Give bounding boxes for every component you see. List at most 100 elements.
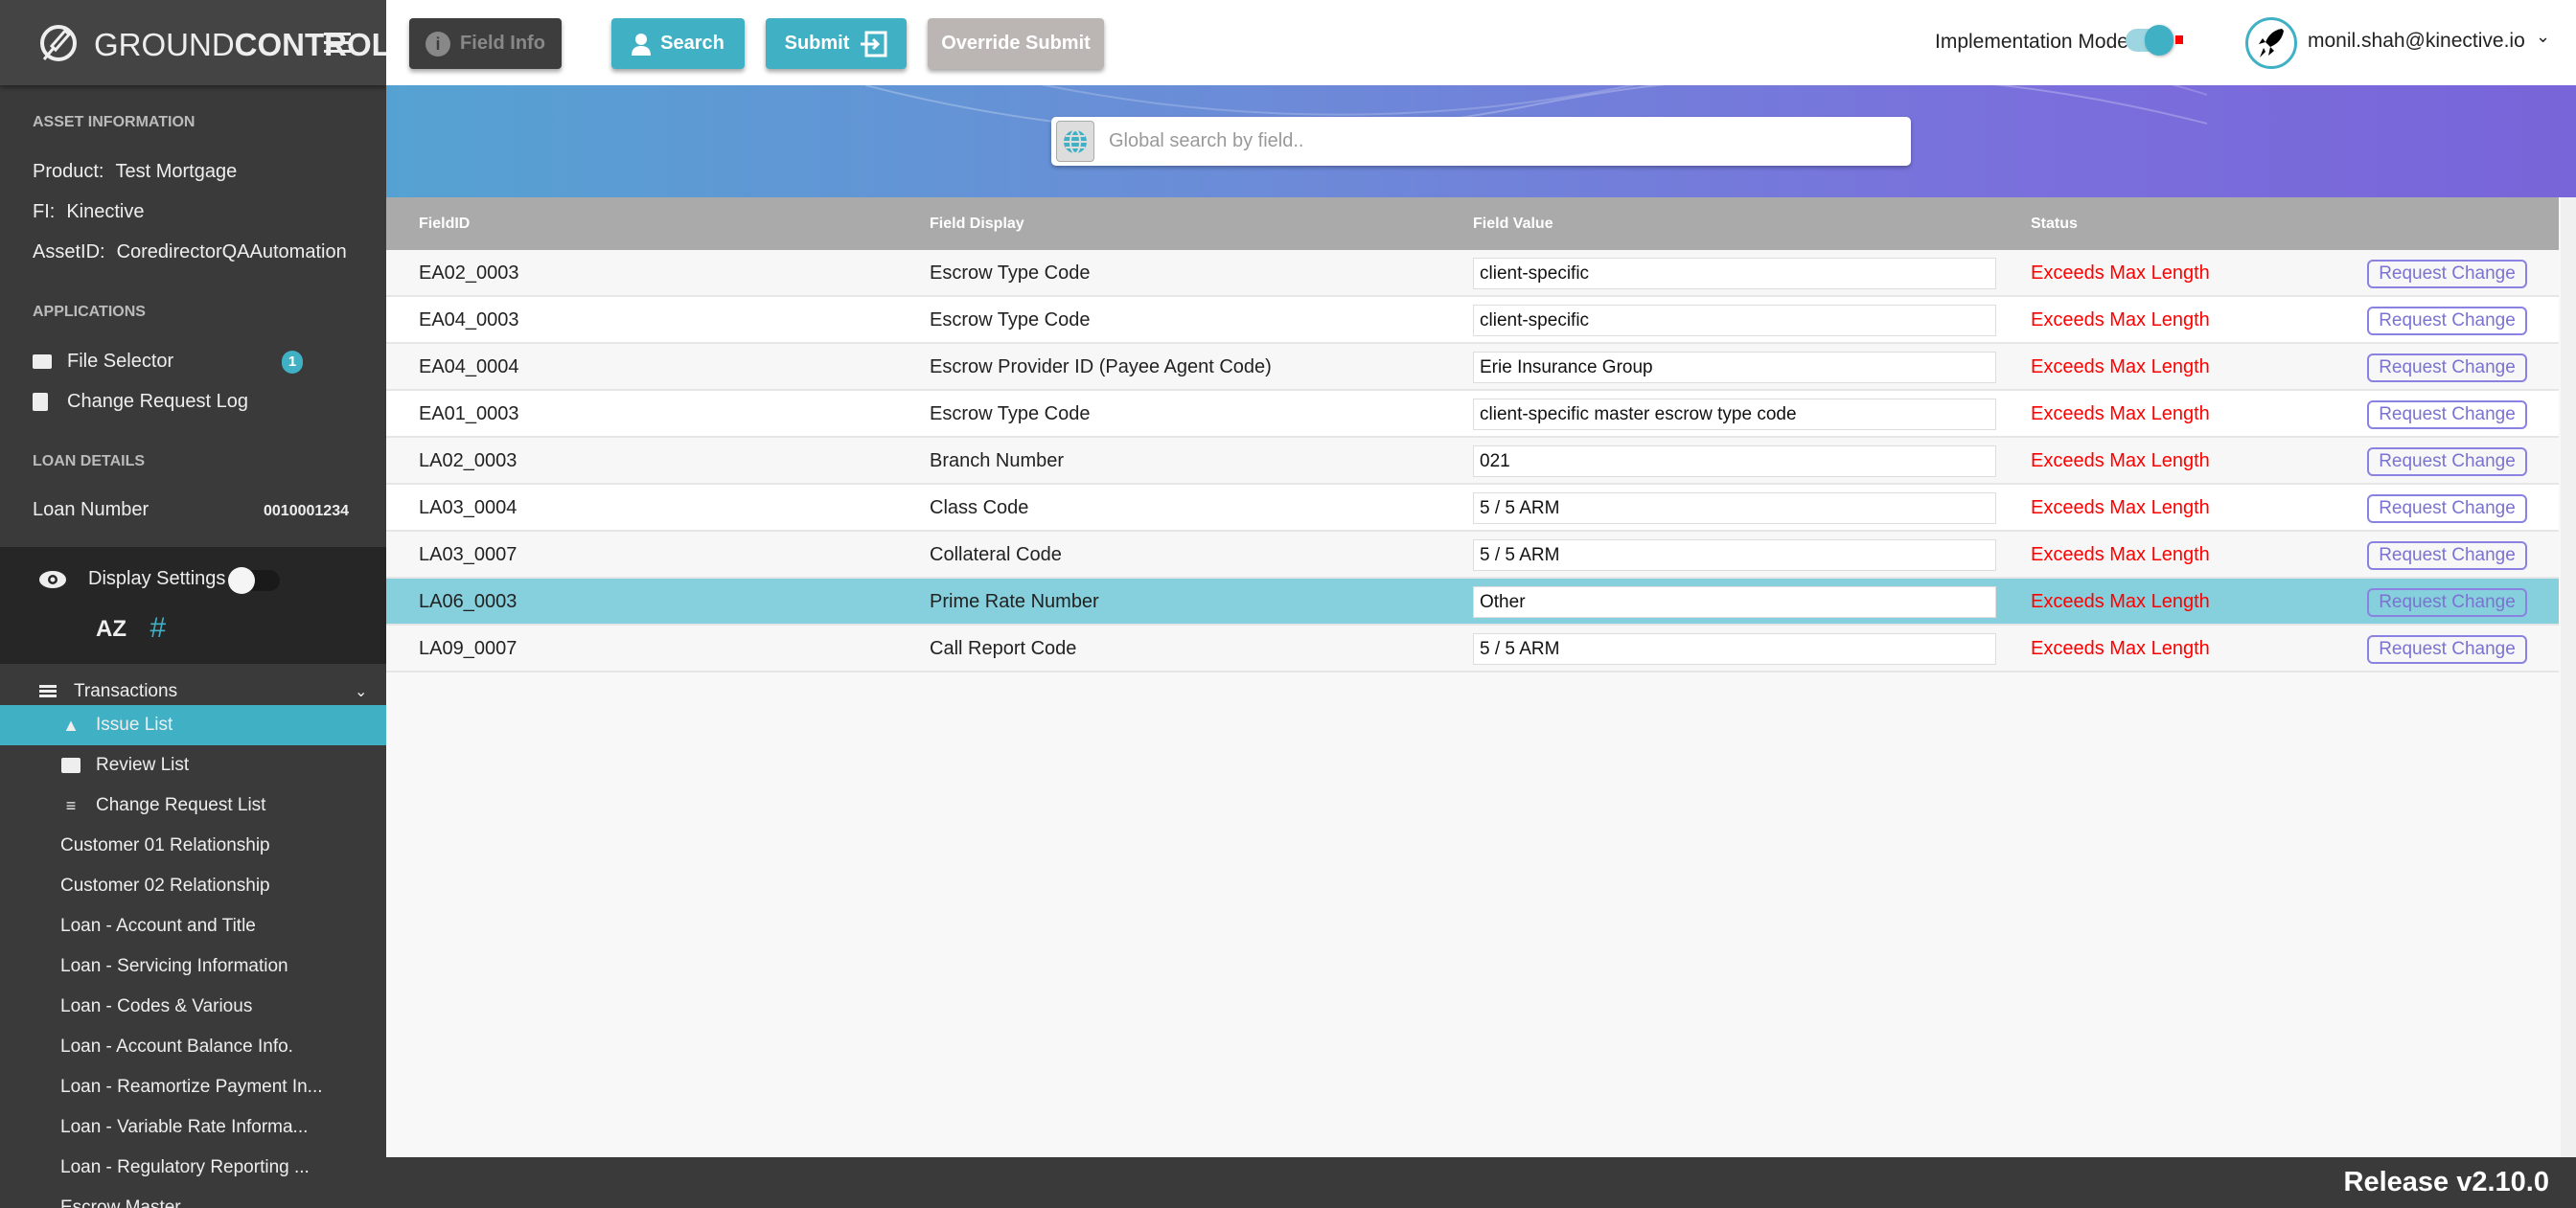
folder-icon xyxy=(33,354,52,370)
display-settings-toggle[interactable] xyxy=(228,567,280,594)
field-value-input[interactable]: 5 / 5 ARM xyxy=(1473,539,1996,571)
field-value-input[interactable]: 5 / 5 ARM xyxy=(1473,633,1996,665)
status-text: Exceeds Max Length xyxy=(2031,638,2210,659)
column-header-fieldid[interactable]: FieldID xyxy=(419,216,471,232)
footer: Release v2.10.0 xyxy=(386,1157,2576,1208)
globe-icon[interactable] xyxy=(1056,121,1094,162)
request-change-button[interactable]: Request Change xyxy=(2367,635,2527,664)
table-row[interactable]: EA01_0003 Escrow Type Code client-specific… xyxy=(386,391,2559,438)
field-id: LA03_0007 xyxy=(419,544,518,565)
sidebar-section[interactable]: Loan - Account and Title xyxy=(60,916,256,936)
sidebar-item-change-request-list[interactable]: ≡ Change Request List xyxy=(0,786,386,826)
request-change-button[interactable]: Request Change xyxy=(2367,307,2527,335)
asset-id: AssetID: CoredirectorQAAutomation xyxy=(33,241,347,262)
status-text: Exceeds Max Length xyxy=(2031,497,2210,518)
sidebar-section[interactable]: Loan - Variable Rate Informa... xyxy=(60,1117,309,1137)
implementation-mode-toggle[interactable] xyxy=(2126,25,2183,56)
sidebar-item-change-request-log[interactable]: Change Request Log xyxy=(33,391,248,413)
field-value-input[interactable]: 021 xyxy=(1473,445,1996,477)
override-submit-button[interactable]: Override Submit xyxy=(928,18,1104,69)
table-row[interactable]: LA06_0003 Prime Rate Number Other Exceeds M… xyxy=(386,579,2559,626)
field-id: EA04_0004 xyxy=(419,356,519,377)
avatar[interactable] xyxy=(2245,17,2297,69)
sidebar-section[interactable]: Loan - Servicing Information xyxy=(60,956,288,976)
loan-details-heading: LOAN DETAILS xyxy=(33,453,146,469)
sidebar-transactions[interactable]: Transactions ⌄ xyxy=(0,672,386,712)
table-row[interactable]: LA09_0007 Call Report Code 5 / 5 ARM Exceed… xyxy=(386,626,2559,672)
field-value-input[interactable]: client-specific xyxy=(1473,305,1996,336)
request-change-button[interactable]: Request Change xyxy=(2367,400,2527,429)
sidebar-section[interactable]: Customer 01 Relationship xyxy=(60,835,270,855)
status-text: Exceeds Max Length xyxy=(2031,544,2210,565)
status-text: Exceeds Max Length xyxy=(2031,309,2210,330)
global-search-input[interactable] xyxy=(1109,125,1875,157)
request-change-button[interactable]: Request Change xyxy=(2367,494,2527,523)
table-row[interactable]: EA02_0003 Escrow Type Code client-specific… xyxy=(386,250,2559,297)
sort-az-icon[interactable]: AZ xyxy=(96,616,126,642)
groundcontrol-logo-icon xyxy=(40,25,77,61)
hamburger-menu-icon[interactable] xyxy=(324,33,351,54)
field-id: EA01_0003 xyxy=(419,403,519,424)
column-header-field-value[interactable]: Field Value xyxy=(1473,216,1553,232)
field-display: Escrow Provider ID (Payee Agent Code) xyxy=(930,356,1272,377)
field-value-input[interactable]: client-specific xyxy=(1473,258,1996,289)
field-id: LA09_0007 xyxy=(419,638,518,659)
table-row[interactable]: LA02_0003 Branch Number 021 Exceeds Max Len… xyxy=(386,438,2559,485)
sidebar-item-issue-list[interactable]: ▲ Issue List xyxy=(0,705,386,745)
field-value-input[interactable]: Other xyxy=(1473,586,1996,618)
field-value-input[interactable]: Erie Insurance Group xyxy=(1473,352,1996,383)
request-change-button[interactable]: Request Change xyxy=(2367,260,2527,288)
status-text: Exceeds Max Length xyxy=(2031,356,2210,377)
applications-heading: APPLICATIONS xyxy=(33,304,146,320)
field-display: Class Code xyxy=(930,497,1029,518)
user-icon xyxy=(632,33,652,56)
chevron-down-icon: ⌄ xyxy=(355,684,368,700)
table-row[interactable]: LA03_0007 Collateral Code 5 / 5 ARM Exceeds… xyxy=(386,532,2559,579)
asset-fi: FI: Kinective xyxy=(33,201,145,222)
sidebar-item-file-selector[interactable]: File Selector 1 xyxy=(33,351,310,374)
column-header-status[interactable]: Status xyxy=(2031,216,2078,232)
field-value-input[interactable]: 5 / 5 ARM xyxy=(1473,492,1996,524)
loan-number-label: Loan Number xyxy=(33,499,150,520)
request-change-button[interactable]: Request Change xyxy=(2367,447,2527,476)
sidebar-section[interactable]: Loan - Reamortize Payment In... xyxy=(60,1077,323,1097)
request-change-button[interactable]: Request Change xyxy=(2367,541,2527,570)
user-menu-chevron-icon[interactable]: ⌄ xyxy=(2536,27,2551,46)
implementation-mode-label: Implementation Mode xyxy=(1935,31,2128,53)
checklist-icon: ≡ xyxy=(65,795,77,815)
table-row[interactable]: EA04_0003 Escrow Type Code client-specific… xyxy=(386,297,2559,344)
brand-name: GROUNDCONTROL xyxy=(94,27,386,62)
request-change-button[interactable]: Request Change xyxy=(2367,353,2527,382)
display-settings-label: Display Settings xyxy=(88,568,226,589)
field-display: Escrow Type Code xyxy=(930,403,1091,424)
status-text: Exceeds Max Length xyxy=(2031,262,2210,284)
field-value-input[interactable]: client-specific master escrow type code xyxy=(1473,399,1996,430)
field-info-button[interactable]: i Field Info xyxy=(409,18,562,69)
field-display: Call Report Code xyxy=(930,638,1077,659)
table-row[interactable]: EA04_0004 Escrow Provider ID (Payee Agent… xyxy=(386,344,2559,391)
hash-icon[interactable]: # xyxy=(150,612,166,644)
column-header-field-display[interactable]: Field Display xyxy=(930,216,1024,232)
sidebar-section[interactable]: Loan - Regulatory Reporting ... xyxy=(60,1157,310,1177)
sidebar-section[interactable]: Loan - Codes & Various xyxy=(60,996,253,1016)
warning-icon: ▲ xyxy=(62,715,80,735)
display-settings-panel: Display Settings AZ # xyxy=(0,547,386,664)
sidebar-section[interactable]: Loan - Account Balance Info. xyxy=(60,1037,293,1057)
asset-information-heading: ASSET INFORMATION xyxy=(33,114,196,130)
search-button[interactable]: Search xyxy=(611,18,745,69)
user-email[interactable]: monil.shah@kinective.io xyxy=(2308,30,2525,52)
submit-button[interactable]: Submit xyxy=(766,18,907,69)
status-text: Exceeds Max Length xyxy=(2031,450,2210,471)
table-row[interactable]: LA03_0004 Class Code 5 / 5 ARM Exceeds Max … xyxy=(386,485,2559,532)
sidebar-section[interactable]: Customer 02 Relationship xyxy=(60,876,270,896)
table-scrollbar[interactable] xyxy=(2561,197,2576,1157)
sidebar-section[interactable]: Escrow Master xyxy=(60,1197,181,1208)
request-change-button[interactable]: Request Change xyxy=(2367,588,2527,617)
info-icon: i xyxy=(426,31,451,57)
field-id: EA02_0003 xyxy=(419,262,519,284)
review-icon xyxy=(60,756,81,775)
submit-icon xyxy=(861,31,887,57)
status-text: Exceeds Max Length xyxy=(2031,591,2210,612)
sidebar-item-review-list[interactable]: Review List xyxy=(0,745,386,786)
eye-icon xyxy=(39,571,66,588)
